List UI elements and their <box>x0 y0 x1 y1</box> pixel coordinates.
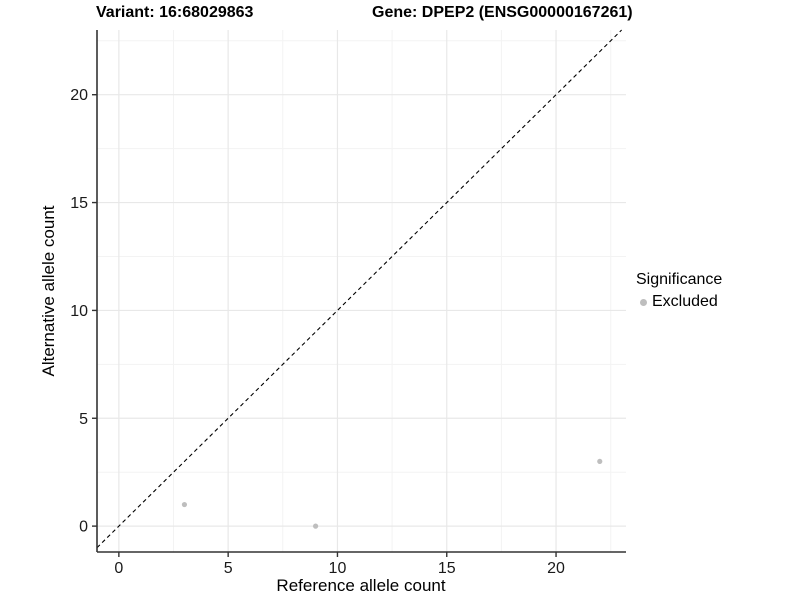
y-tick-label: 10 <box>70 303 88 320</box>
x-tick-label: 10 <box>329 560 347 577</box>
data-point <box>181 501 188 508</box>
data-point <box>312 523 319 529</box>
x-axis-label: Reference allele count <box>276 576 446 595</box>
legend: Significance Excluded <box>636 271 722 311</box>
variant-title: Variant: 16:68029863 <box>96 4 254 21</box>
y-axis-label: Alternative allele count <box>39 205 58 377</box>
x-tick-label: 20 <box>547 560 565 577</box>
data-point <box>597 458 603 465</box>
legend-title: Significance <box>636 271 723 288</box>
y-tick-label: 5 <box>79 411 88 428</box>
x-tick-label: 15 <box>438 560 456 577</box>
x-tick-label: 5 <box>224 560 233 577</box>
gene-title: Gene: DPEP2 (ENSG00000167261) <box>372 4 633 21</box>
legend-item-label: Excluded <box>652 293 718 310</box>
x-tick-label: 0 <box>114 560 123 577</box>
y-tick-label: 20 <box>70 87 88 104</box>
y-tick-label: 15 <box>70 195 88 212</box>
identity-line <box>96 29 623 549</box>
legend-point-icon <box>640 298 647 306</box>
legend-item-excluded: Excluded <box>636 293 722 311</box>
y-tick-label: 0 <box>79 519 88 536</box>
